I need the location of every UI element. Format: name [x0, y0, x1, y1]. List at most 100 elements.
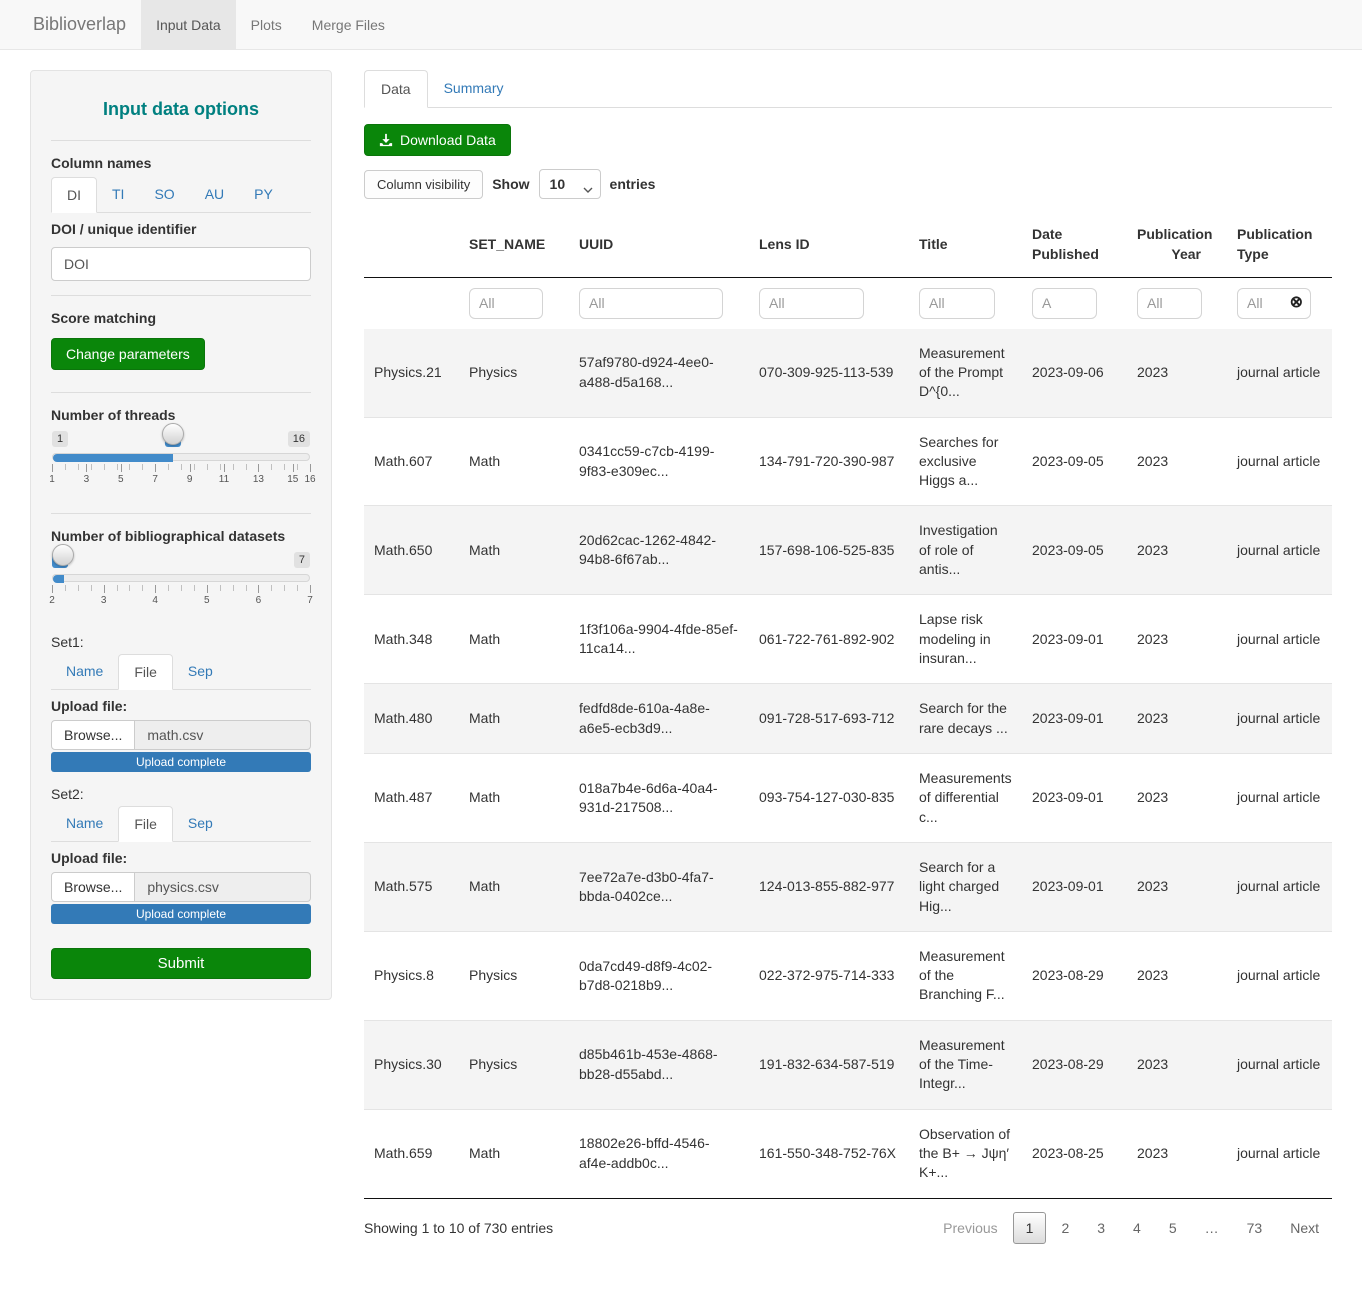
nav-tab-merge-files[interactable]: Merge Files: [311, 16, 385, 33]
column-names-tab-ti[interactable]: TI: [112, 186, 125, 202]
cell-publication-year: 2023: [1127, 930, 1227, 1021]
download-data-button[interactable]: Download Data: [364, 124, 511, 156]
slider-tick: [64, 464, 66, 470]
nav-tab-input-data[interactable]: Input Data: [141, 0, 236, 49]
column-filter-input[interactable]: [919, 287, 995, 319]
column-filter-input[interactable]: [469, 287, 543, 319]
row-name-cell: Math.487: [364, 752, 459, 843]
set2-tab-file[interactable]: File: [118, 806, 173, 842]
cell-uuid: d85b461b-453e-4868-bb28-d55abd...: [569, 1019, 749, 1110]
clear-filter-icon[interactable]: ⊗: [1289, 294, 1303, 312]
datasets-slider[interactable]: 272234567: [49, 544, 313, 620]
table-row[interactable]: Math.487 Math 018a7b4e-6d6a-40a4-931d-2175…: [364, 752, 1332, 843]
cell-set-name: Math: [459, 752, 569, 843]
column-header-uuid[interactable]: UUID: [569, 212, 749, 278]
row-name-cell: Math.575: [364, 841, 459, 932]
set2-tabs: Name File Sep: [51, 806, 311, 842]
page-button-3[interactable]: 3: [1097, 1219, 1106, 1236]
cell-uuid: 7ee72a7e-d3b0-4fa7-bbda-0402ce...: [569, 841, 749, 932]
page-button-1[interactable]: 1: [1012, 1211, 1047, 1244]
page-button-73[interactable]: 73: [1246, 1219, 1263, 1236]
column-names-tab-so[interactable]: SO: [154, 186, 175, 202]
slider-handle[interactable]: [52, 544, 74, 566]
column-header-lens-id[interactable]: Lens ID: [749, 212, 909, 278]
table-row[interactable]: Math.659 Math 18802e26-bffd-4546-af4e-addb…: [364, 1108, 1332, 1199]
cell-lens-id: 070-309-925-113-539: [759, 363, 894, 380]
slider-tick: [116, 464, 118, 470]
slider-tick: [193, 585, 195, 591]
set2-filename: physics.csv: [135, 872, 311, 902]
column-header-title[interactable]: Title: [909, 212, 1022, 278]
column-header-date-published[interactable]: Date Published: [1022, 212, 1127, 278]
previous-page-button[interactable]: Previous: [943, 1219, 998, 1236]
set1-browse-button[interactable]: Browse...: [51, 720, 136, 750]
threads-slider[interactable]: 11681357911131516: [49, 423, 316, 499]
table-row[interactable]: Math.480 Math fedfd8de-610a-4a8e-a6e5-ecb3…: [364, 683, 1332, 754]
set2-browse-button[interactable]: Browse...: [51, 872, 136, 902]
column-names-tab-py[interactable]: PY: [254, 186, 273, 202]
slider-tick-major: [189, 464, 191, 472]
page-length-select[interactable]: 10: [538, 169, 601, 199]
cell-title: Measurement of the Branching F...: [909, 930, 1022, 1021]
set1-tab-file[interactable]: File: [118, 654, 173, 690]
column-names-label: Column names: [51, 155, 152, 171]
slider-track[interactable]: [52, 574, 310, 583]
table-row[interactable]: Math.650 Math 20d62cac-1262-4842-94b8-6f67…: [364, 505, 1332, 595]
table-row[interactable]: Math.575 Math 7ee72a7e-d3b0-4fa7-bbda-0402…: [364, 841, 1332, 932]
set2-tab-sep[interactable]: Sep: [187, 815, 213, 831]
nav-tab-plots[interactable]: Plots: [250, 16, 282, 33]
tab-summary[interactable]: Summary: [443, 80, 504, 96]
slider-tick: [297, 585, 299, 591]
table-row[interactable]: Math.607 Math 0341cc59-c7cb-4199-9f83-e309…: [364, 416, 1332, 506]
cell-date-published: 2023-08-25: [1022, 1108, 1127, 1199]
slider-tick-major: [52, 464, 53, 472]
column-filter-input[interactable]: [1237, 287, 1311, 319]
column-header-publication-type[interactable]: Publication Type: [1227, 212, 1332, 278]
table-row[interactable]: Physics.30 Physics d85b461b-453e-4868-bb28…: [364, 1019, 1332, 1110]
cell-publication-year: 2023: [1127, 505, 1227, 595]
column-visibility-button[interactable]: Column visibility: [364, 169, 484, 199]
slider-track[interactable]: [52, 453, 310, 462]
slider-min-label: 1: [52, 431, 69, 448]
set2-tab-name[interactable]: Name: [66, 815, 104, 831]
table-row[interactable]: Physics.21 Physics 57af9780-d924-4ee0-a488…: [364, 328, 1332, 418]
page-button-5[interactable]: 5: [1168, 1219, 1177, 1236]
slider-handle[interactable]: [162, 423, 185, 445]
pagination-ellipsis: …: [1204, 1219, 1219, 1236]
column-filter-input[interactable]: [1032, 287, 1097, 319]
slider-tick: [219, 464, 221, 470]
cell-lens-id: 022-372-975-714-333: [749, 930, 909, 1021]
pagination: Previous 1 2 3 4 5 … 73 Next: [928, 1211, 1332, 1244]
cell-publication-type: journal article: [1227, 841, 1332, 932]
column-filter-input[interactable]: [579, 287, 723, 319]
tab-data[interactable]: Data: [364, 70, 428, 108]
table-row[interactable]: Physics.8 Physics 0da7cd49-d8f9-4c02-b7d8-…: [364, 930, 1332, 1021]
slider-tick-label: 16: [304, 474, 316, 485]
column-names-tab-au[interactable]: AU: [204, 186, 225, 202]
doi-field-input[interactable]: [51, 247, 311, 281]
page-button-4[interactable]: 4: [1133, 1219, 1141, 1236]
cell-title: Measurement of the Prompt D^{0...: [919, 344, 1005, 400]
cell-date-published: 2023-09-01: [1022, 841, 1127, 932]
download-button-label: Download Data: [400, 132, 496, 148]
slider-tick-major: [310, 585, 311, 593]
column-header-publication-year[interactable]: Publication Year: [1127, 212, 1227, 278]
set1-tab-sep[interactable]: Sep: [187, 663, 213, 679]
slider-tick: [168, 585, 170, 591]
column-filter-input[interactable]: [759, 287, 864, 319]
slider-fill: [53, 454, 174, 462]
cell-publication-type: journal article: [1227, 416, 1332, 506]
next-page-button[interactable]: Next: [1290, 1219, 1319, 1236]
score-matching-label: Score matching: [51, 310, 157, 326]
column-names-tab-di[interactable]: DI: [51, 177, 97, 213]
set1-label: Set1:: [51, 634, 84, 650]
set1-tab-name[interactable]: Name: [66, 663, 104, 679]
cell-set-name: Physics: [459, 1019, 569, 1110]
submit-button[interactable]: Submit: [51, 948, 311, 979]
column-filter-input[interactable]: [1137, 287, 1202, 319]
column-header-set-name[interactable]: SET_NAME: [459, 212, 569, 278]
page-button-2[interactable]: 2: [1061, 1219, 1070, 1236]
slider-tick-major: [258, 585, 260, 593]
table-row[interactable]: Math.348 Math 1f3f106a-9904-4fde-85ef-11ca…: [364, 594, 1332, 684]
change-parameters-button[interactable]: Change parameters: [51, 338, 205, 370]
